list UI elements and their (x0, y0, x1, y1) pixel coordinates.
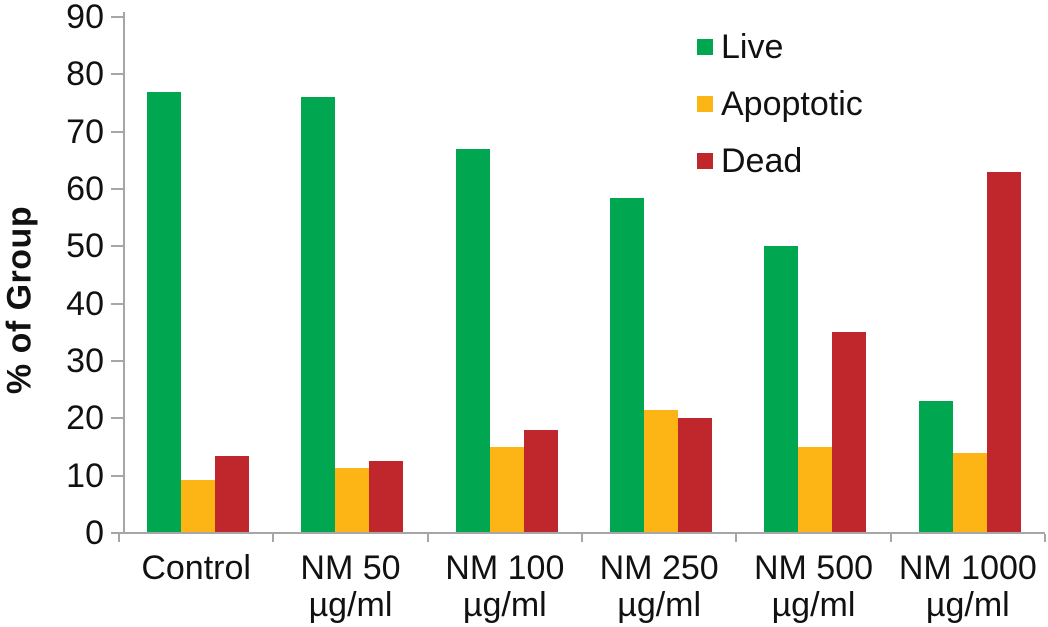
category-label-line: NM 50 (300, 549, 401, 587)
legend-label: Dead (721, 142, 803, 180)
category-label-line: µg/ml (617, 586, 702, 624)
bar-live-2 (301, 97, 336, 533)
bar-dead-2 (369, 461, 404, 533)
category-label: NM 250 µg/ml (569, 550, 749, 624)
y-tick (111, 188, 123, 190)
bar-dead-3 (523, 429, 558, 533)
category-label-line: µg/ml (462, 586, 547, 624)
y-tick (111, 245, 123, 248)
x-tick (426, 534, 429, 542)
bar-live-6 (918, 401, 953, 533)
y-tick-label: 50 (66, 227, 104, 266)
y-tick (111, 474, 123, 477)
legend-swatch-icon (697, 96, 713, 112)
legend-item-dead: Dead (697, 144, 863, 178)
bar-dead-5 (832, 332, 867, 533)
bar-apoptotic-3 (489, 447, 524, 533)
plot-area (123, 12, 1045, 533)
y-tick-label: 80 (66, 55, 104, 94)
x-tick (581, 534, 583, 542)
y-tick-label: 0 (85, 514, 104, 552)
category-label-line: NM 100 (445, 549, 565, 587)
y-tick-label: 60 (66, 170, 104, 208)
bar-apoptotic-4 (644, 409, 678, 533)
legend-label: Live (721, 28, 784, 66)
category-label-line: NM 250 (599, 549, 719, 587)
legend-item-live: Live (697, 30, 863, 64)
bar-dead-1 (215, 455, 249, 533)
y-tick-label: 40 (66, 284, 104, 323)
y-tick (111, 360, 123, 362)
y-tick-label: 90 (66, 0, 104, 36)
category-label: NM 100 µg/ml (415, 550, 595, 624)
bar-live-1 (147, 91, 181, 533)
x-axis-line (111, 532, 1045, 534)
bar-apoptotic-1 (181, 479, 215, 533)
bar-apoptotic-2 (335, 468, 370, 533)
x-tick (272, 534, 275, 542)
x-tick (889, 534, 892, 542)
y-tick (111, 417, 123, 420)
y-tick (111, 302, 123, 305)
category-label-line: Control (141, 549, 251, 587)
y-tick (111, 130, 123, 133)
category-label-line: µg/ml (771, 586, 856, 624)
x-tick (735, 534, 738, 542)
category-label: Control (106, 550, 286, 587)
y-tick-label: 10 (66, 456, 104, 495)
category-label: NM 50 µg/ml (261, 550, 441, 624)
category-label: NM 1000 µg/ml (878, 550, 1048, 624)
y-tick-label: 30 (66, 342, 104, 380)
x-tick (118, 534, 120, 542)
legend-label: Apoptotic (721, 85, 863, 123)
bar-apoptotic-6 (952, 452, 987, 533)
x-tick (1044, 534, 1046, 542)
legend-item-apoptotic: Apoptotic (697, 87, 863, 121)
bar-live-3 (455, 148, 490, 533)
legend-swatch-icon (697, 153, 713, 169)
y-tick-label: 70 (66, 112, 104, 151)
category-label-line: NM 500 (753, 549, 874, 587)
legend-swatch-icon (697, 39, 713, 55)
y-tick (111, 73, 123, 76)
y-tick (111, 16, 123, 18)
category-label-line: NM 1000 (898, 549, 1037, 587)
category-label: NM 500 µg/ml (724, 550, 904, 624)
bar-live-4 (610, 197, 644, 533)
bar-dead-4 (678, 418, 712, 533)
legend: Live Apoptotic Dead (697, 30, 863, 201)
bar-apoptotic-5 (798, 447, 833, 533)
y-tick-label: 20 (66, 399, 104, 438)
category-label-line: µg/ml (308, 586, 393, 624)
bar-live-5 (764, 246, 799, 533)
category-label-line: µg/ml (925, 586, 1010, 624)
bar-dead-6 (986, 171, 1021, 533)
